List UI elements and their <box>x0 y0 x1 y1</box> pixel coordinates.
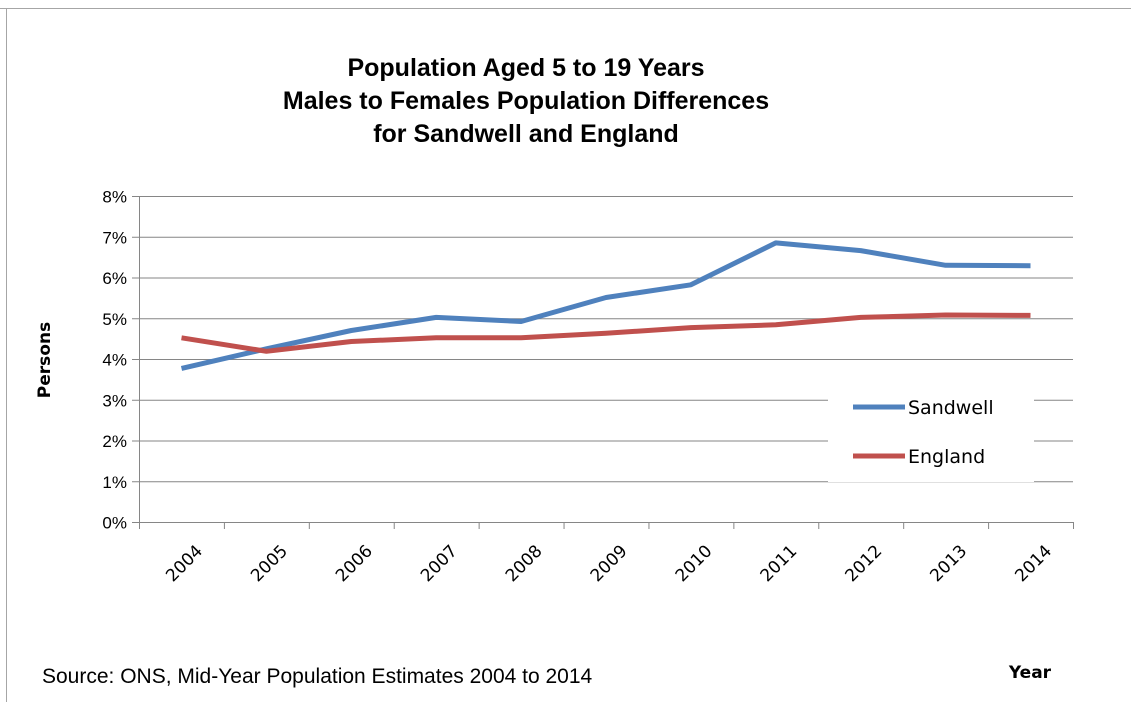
y-tick-label-8: 8% <box>102 188 127 207</box>
y-tick-label-3: 3% <box>102 391 127 410</box>
x-tick-label-2006: 2006 <box>332 541 377 586</box>
legend: Sandwell England <box>828 378 1034 482</box>
series-line-sandwell <box>180 240 1031 371</box>
x-tick-labels: 2004 2005 2006 2007 2008 2009 2010 2011 2012 2013… <box>162 541 1056 586</box>
x-tick-label-2010: 2010 <box>672 541 717 586</box>
y-tick-labels: 0% 1% 2% 3% 4% 5% 6% 7% 8% <box>102 188 127 533</box>
x-tick-label-2013: 2013 <box>926 541 971 586</box>
source-note: Source: ONS, Mid-Year Population Estimat… <box>42 665 593 688</box>
x-tick-label-2012: 2012 <box>842 541 887 586</box>
x-tick-label-2005: 2005 <box>247 541 292 586</box>
grid-layer <box>139 196 1073 483</box>
y-tick-label-7: 7% <box>102 228 127 247</box>
chart-title-line-1: Population Aged 5 to 19 Years <box>347 54 704 82</box>
y-tick-label-0: 0% <box>102 514 127 533</box>
y-axis-label: Persons <box>35 322 55 398</box>
x-tick-label-2007: 2007 <box>417 541 462 586</box>
y-tick-label-1: 1% <box>102 473 127 492</box>
y-tick-label-6: 6% <box>102 269 127 288</box>
series-layer <box>180 240 1031 371</box>
x-tick-label-2004: 2004 <box>162 541 207 586</box>
x-tick-label-2008: 2008 <box>502 541 547 586</box>
y-tick-label-2: 2% <box>102 432 127 451</box>
x-tick-label-2011: 2011 <box>757 541 802 586</box>
y-tick-label-4: 4% <box>102 351 127 370</box>
axis-layer <box>132 196 1074 529</box>
chart-title-line-2: Males to Females Population Differences <box>283 87 769 115</box>
series-line-england <box>181 312 1031 354</box>
legend-label-sandwell: Sandwell <box>908 397 994 419</box>
x-axis-label: Year <box>1008 663 1052 683</box>
chart-title-line-3: for Sandwell and England <box>373 120 679 148</box>
legend-box <box>828 378 1034 482</box>
x-tick-label-2014: 2014 <box>1011 541 1056 586</box>
y-tick-label-5: 5% <box>102 310 127 329</box>
legend-label-england: England <box>908 446 985 468</box>
x-tick-label-2009: 2009 <box>587 541 632 586</box>
